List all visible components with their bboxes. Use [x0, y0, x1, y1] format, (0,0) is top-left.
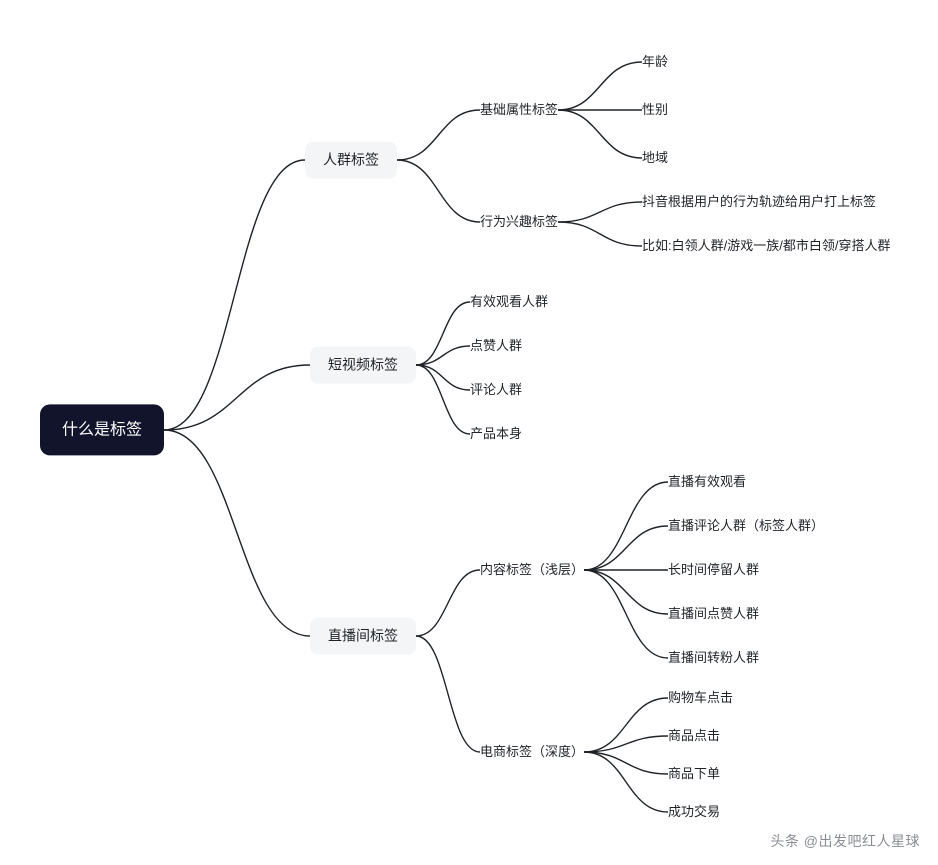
node-n1b1: 抖音根据用户的行为轨迹给用户打上标签: [642, 192, 876, 212]
node-n3b: 电商标签（深度）: [480, 742, 584, 762]
node-n3a2: 直播评论人群（标签人群）: [668, 516, 824, 536]
watermark-text: 头条 @出发吧红人星球: [770, 831, 920, 851]
edge-n1a-n1a3: [558, 110, 642, 158]
edge-n2-n2b: [416, 346, 470, 365]
edge-n2-n2c: [416, 365, 470, 390]
edge-root-n2: [164, 365, 310, 430]
node-n2c: 评论人群: [470, 380, 522, 400]
node-n3b4: 成功交易: [668, 802, 720, 822]
edge-n3a-n3a4: [584, 570, 668, 614]
edge-root-n3: [164, 430, 310, 636]
node-n3a4: 直播间点赞人群: [668, 604, 759, 624]
edge-n1b-n1b1: [558, 202, 642, 222]
edge-n3-n3a: [416, 570, 480, 636]
edge-root-n1: [164, 160, 305, 430]
edge-n1b-n1b2: [558, 222, 642, 246]
node-n1b: 行为兴趣标签: [480, 212, 558, 232]
node-n2b: 点赞人群: [470, 336, 522, 356]
edge-n3b-n3b3: [584, 752, 668, 774]
edge-n2-n2a: [416, 302, 470, 365]
node-n3: 直播间标签: [310, 618, 416, 655]
node-n1a2: 性别: [642, 100, 668, 120]
node-n3a5: 直播间转粉人群: [668, 648, 759, 668]
edge-n3b-n3b1: [584, 698, 668, 752]
edge-n3a-n3a2: [584, 526, 668, 570]
edge-n1a-n1a1: [558, 62, 642, 110]
node-n3a: 内容标签（浅层）: [480, 560, 584, 580]
node-n1a3: 地域: [642, 148, 668, 168]
node-n1b2: 比如:白领人群/游戏一族/都市白领/穿搭人群: [642, 236, 890, 256]
node-n2: 短视频标签: [310, 347, 416, 384]
node-n1a: 基础属性标签: [480, 100, 558, 120]
node-n3b2: 商品点击: [668, 726, 720, 746]
node-n3a3: 长时间停留人群: [668, 560, 759, 580]
edge-n1-n1a: [397, 110, 480, 160]
node-n3b1: 购物车点击: [668, 688, 733, 708]
edge-n3-n3b: [416, 636, 480, 752]
node-n1: 人群标签: [305, 142, 397, 179]
node-root: 什么是标签: [40, 404, 164, 455]
node-n2a: 有效观看人群: [470, 292, 548, 312]
edge-n3a-n3a5: [584, 570, 668, 658]
edge-n3a-n3a1: [584, 482, 668, 570]
node-n2d: 产品本身: [470, 424, 522, 444]
node-n3b3: 商品下单: [668, 764, 720, 784]
node-n3a1: 直播有效观看: [668, 472, 746, 492]
edge-n3b-n3b2: [584, 736, 668, 752]
node-n1a1: 年龄: [642, 52, 668, 72]
edge-n2-n2d: [416, 365, 470, 434]
edge-n1-n1b: [397, 160, 480, 222]
edge-n3b-n3b4: [584, 752, 668, 812]
